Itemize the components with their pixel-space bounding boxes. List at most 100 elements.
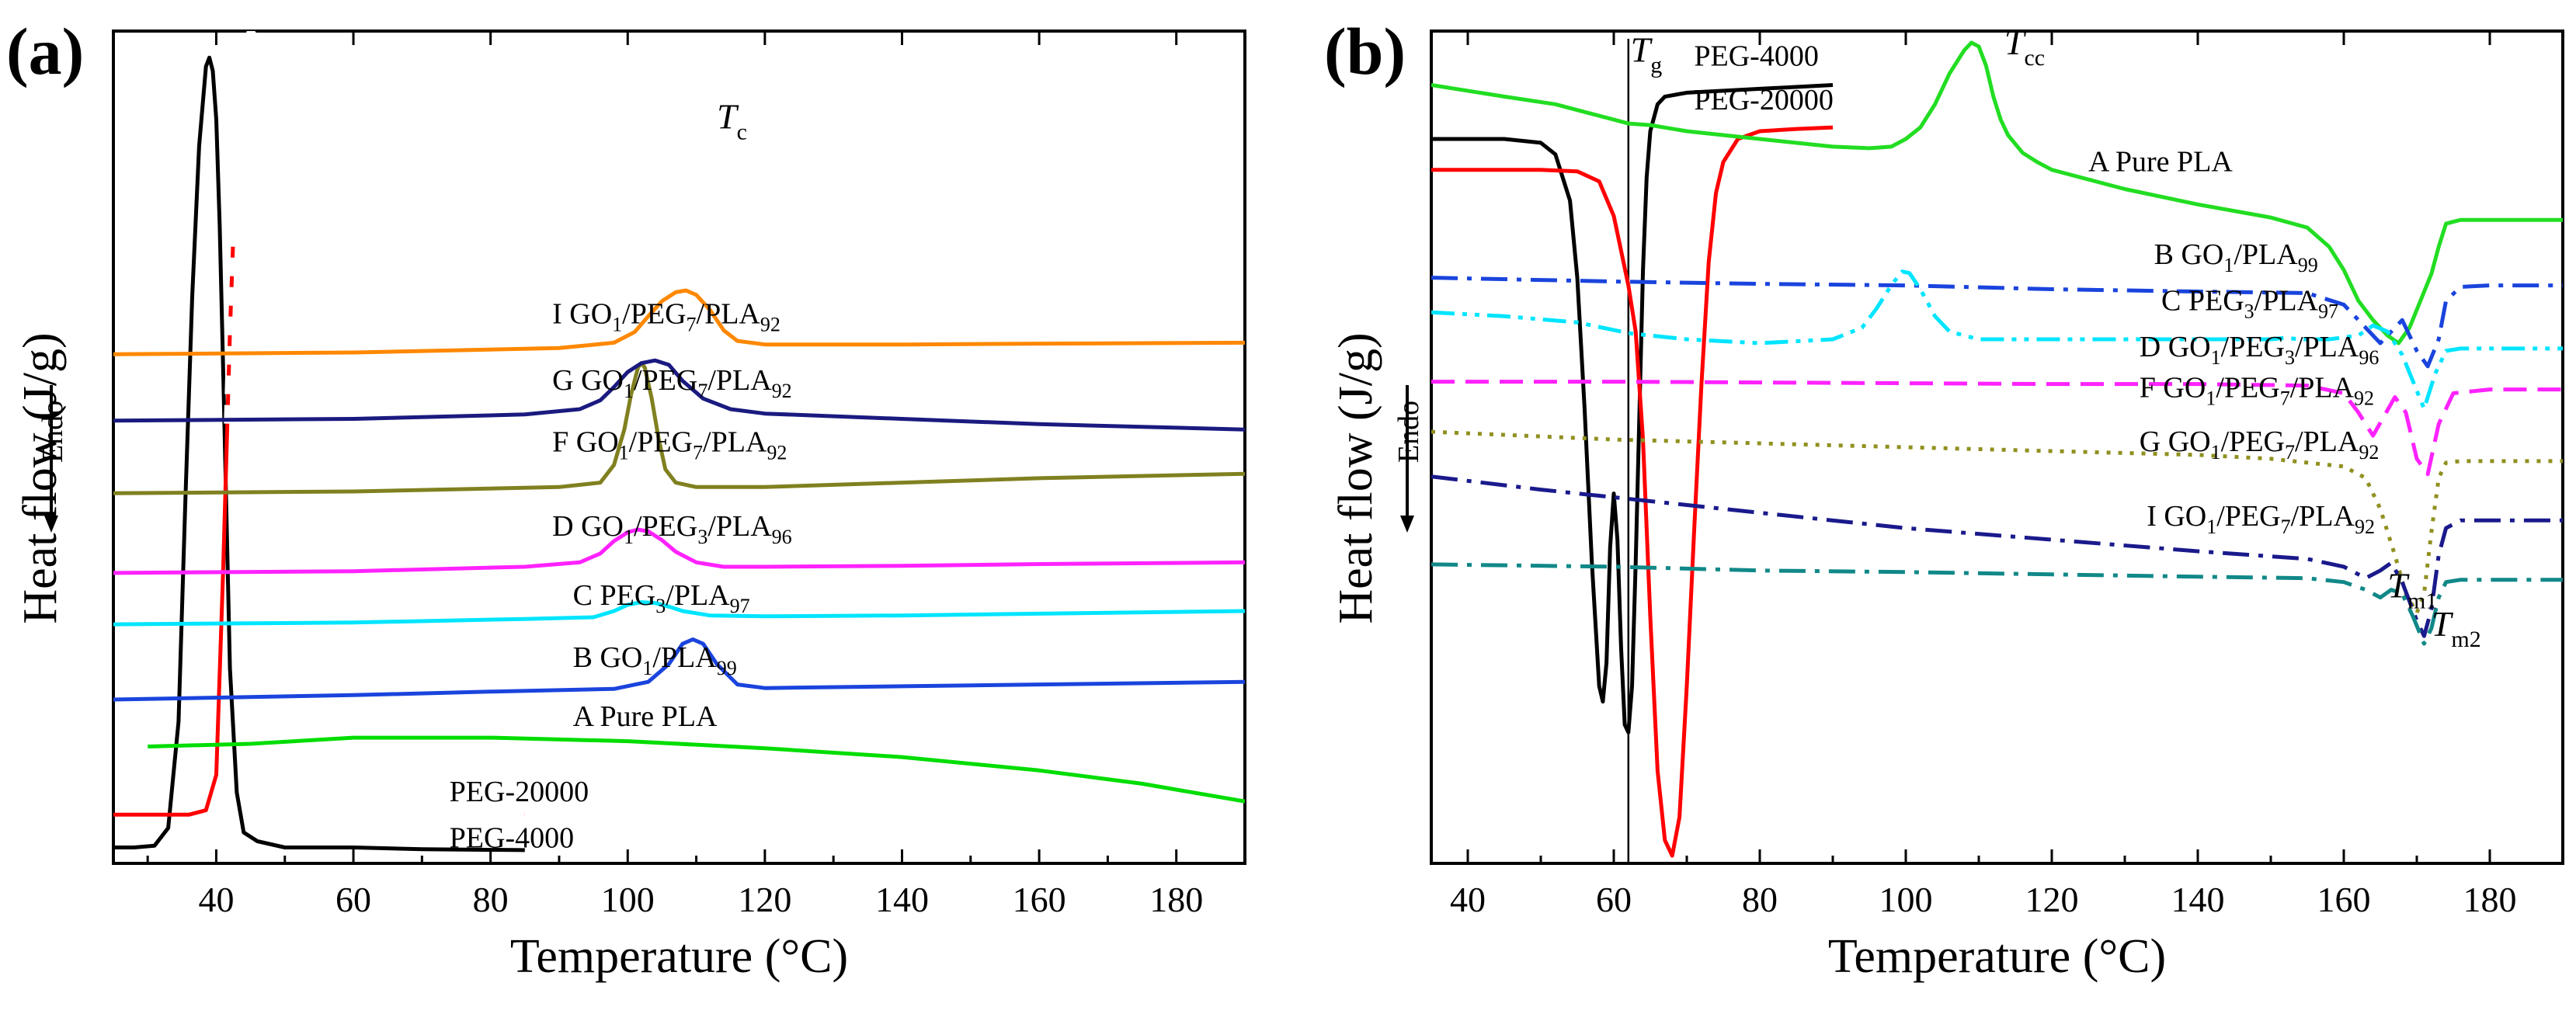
- series-label-g-go1-peg7-pla92-label-tail: /PLA: [707, 364, 772, 397]
- series-label-peg-4000-label: PEG-4000: [1694, 40, 1818, 73]
- series-label-g-go1-peg7-pla92-label-mid: /PEG: [634, 364, 697, 397]
- series-label-f-go1-peg7-pla92-label-sub2: 7: [2280, 387, 2290, 409]
- series-label-i-go1-peg7-pla92-label: I GO: [2147, 500, 2206, 533]
- series-label-d-go1-peg3-pla96-label-tail: /PLA: [707, 510, 772, 543]
- annotation-t-g-symbol: T: [1631, 30, 1653, 70]
- plot-frame: [1430, 30, 2564, 865]
- series-line-f-go1-peg7-pla92: [113, 361, 1245, 495]
- series-label-i-go1-peg7-pla92-label-tail: /PLA: [697, 297, 761, 330]
- series-label-d-go1-peg3-pla96-label-mid: /PEG: [634, 510, 697, 543]
- series-label-i-go1-peg7-pla92-label: I GO: [552, 297, 612, 330]
- series-label-g-go1-peg7-pla92: G GO1/PEG7/PLA92: [2140, 425, 2380, 464]
- series-label-f-go1-peg7-pla92-label-tail: /PLA: [703, 426, 767, 459]
- series-label-g-go1-peg7-pla92-label-mid: /PEG: [2221, 425, 2285, 458]
- series-label-peg-4000-label: PEG-4000: [450, 821, 574, 854]
- series-label-d-go1-peg3-pla96-label-sub1: 1: [624, 526, 634, 548]
- panel-a: 40 60 80 100 120 140 160 180 (a) Temperature (°C)…: [6, 14, 1246, 983]
- series-label-g-go1-peg7-pla92-label-sub3: 92: [772, 380, 792, 402]
- x-tick-label: 120: [2025, 880, 2079, 919]
- series-label-c-peg3-pla97-label-sub1: 3: [2244, 300, 2254, 322]
- annotation-t-cc: Tcc: [2004, 23, 2045, 71]
- curves-group: [113, 31, 1245, 853]
- series-label-g-go1-peg7-pla92-label-sub3: 92: [2359, 441, 2379, 464]
- series-line-c-peg3-pla97: [1431, 269, 2563, 411]
- series-label-d-go1-peg3-pla96-label: D GO: [552, 510, 624, 543]
- series-label-b-go1-pla99-label-sub2: 99: [717, 657, 737, 679]
- series-label-f-go1-peg7-pla92-label-mid: /PEG: [2216, 371, 2279, 404]
- x-tick-label: 100: [601, 880, 655, 919]
- series-line-c-peg3-pla97: [113, 600, 1245, 627]
- series-label-f-go1-peg7-pla92-label-tail: /PLA: [2290, 371, 2355, 404]
- endo-arrow-head: [44, 516, 58, 533]
- series-line-g-go1-peg7-pla92: [113, 358, 1245, 432]
- series-label-f-go1-peg7-pla92-label: F GO: [552, 426, 619, 459]
- series-line-peg-20000: [1431, 125, 1834, 858]
- series-label-d-go1-peg3-pla96-label-sub3: 96: [772, 526, 792, 548]
- x-tick-label: 80: [1742, 880, 1778, 919]
- y-axis-title: Heat flow (J/g): [14, 332, 67, 623]
- x-tick-label: 140: [875, 880, 929, 919]
- annotation-t-c: Tc: [717, 96, 747, 144]
- annotation-t-c-symbol: T: [717, 96, 739, 136]
- series-label-peg-20000: PEG-20000: [1694, 84, 1833, 116]
- series-label-c-peg3-pla97: C PEG3/PLA97: [573, 579, 750, 617]
- series-label-g-go1-peg7-pla92-label-sub1: 1: [624, 380, 634, 402]
- series-label-d-go1-peg3-pla96: D GO1/PEG3/PLA96: [2140, 331, 2380, 369]
- series-label-f-go1-peg7-pla92: F GO1/PEG7/PLA92: [552, 426, 787, 464]
- annotation-t-g-subscript: g: [1650, 53, 1662, 78]
- series-line-i-go1-peg7-pla92: [113, 288, 1245, 356]
- series-line-peg-4000: [113, 55, 525, 853]
- series-label-c-peg3-pla97-label-sub1: 3: [655, 595, 666, 617]
- series-label-c-peg3-pla97-label-mid: /PLA: [666, 579, 730, 612]
- x-tick-label: 40: [198, 880, 234, 919]
- x-tick-label: 100: [1879, 880, 1933, 919]
- series-label-peg-20000: PEG-20000: [450, 776, 589, 808]
- series-label-g-go1-peg7-pla92-label: G GO: [2140, 425, 2211, 458]
- series-label-b-go1-pla99-label-mid: /PLA: [2234, 238, 2298, 271]
- series-line-b-go1-pla99: [1431, 276, 2563, 369]
- series-label-b-go1-pla99-label: B GO: [2154, 238, 2224, 271]
- series-label-d-go1-peg3-pla96-label-tail: /PLA: [2295, 331, 2359, 363]
- series-label-i-go1-peg7-pla92-label-sub1: 1: [2206, 516, 2216, 538]
- series-label-d-go1-peg3-pla96-label-mid: /PEG: [2221, 331, 2285, 363]
- series-label-g-go1-peg7-pla92: G GO1/PEG7/PLA92: [552, 364, 792, 402]
- series-label-i-go1-peg7-pla92: I GO1/PEG7/PLA92: [2147, 500, 2375, 538]
- series-dash-overlay-peg-20000: [113, 31, 525, 818]
- y-axis-title: Heat flow (J/g): [1330, 332, 1382, 623]
- series-label-f-go1-peg7-pla92-label-mid: /PEG: [629, 426, 693, 459]
- series-label-c-peg3-pla97-label: C PEG: [2161, 284, 2244, 317]
- series-line-d-go1-peg3-pla96: [113, 527, 1245, 575]
- series-label-i-go1-peg7-pla92-label-sub3: 92: [760, 313, 780, 335]
- annotation-t-g: Tg: [1631, 30, 1663, 78]
- series-label-g-go1-peg7-pla92-label-sub2: 7: [2285, 441, 2295, 464]
- panel-label: (a): [6, 14, 84, 89]
- series-label-g-go1-peg7-pla92-label-tail: /PLA: [2295, 425, 2359, 458]
- series-label-a-pure-pla-label: A Pure PLA: [2088, 146, 2233, 179]
- annotation-t-m1: Tm1: [2387, 566, 2437, 614]
- series-label-f-go1-peg7-pla92-label-sub3: 92: [767, 442, 787, 464]
- series-label-d-go1-peg3-pla96-label-sub2: 3: [697, 526, 707, 548]
- series-label-peg-4000: PEG-4000: [1694, 40, 1818, 73]
- series-label-i-go1-peg7-pla92: I GO1/PEG7/PLA92: [552, 297, 780, 335]
- x-tick-label: 160: [1013, 880, 1066, 919]
- series-label-c-peg3-pla97-label: C PEG: [573, 579, 656, 612]
- x-tick-label: 180: [1149, 880, 1203, 919]
- series-label-f-go1-peg7-pla92-label-sub1: 1: [619, 442, 629, 464]
- plot-frame: [112, 30, 1246, 865]
- series-line-a-pure-pla: [148, 735, 1245, 804]
- series-label-b-go1-pla99-label-sub1: 1: [2223, 254, 2234, 276]
- series-label-f-go1-peg7-pla92-label-sub1: 1: [2206, 387, 2216, 409]
- series-label-c-peg3-pla97-label-mid: /PLA: [2254, 284, 2319, 317]
- series-label-c-peg3-pla97-label-sub2: 97: [2318, 300, 2338, 322]
- series-label-a-pure-pla: A Pure PLA: [573, 700, 718, 733]
- series-label-a-pure-pla: A Pure PLA: [2088, 146, 2233, 179]
- curves-group: [1431, 40, 2563, 858]
- series-label-b-go1-pla99-label-sub2: 99: [2298, 254, 2318, 276]
- series-label-peg-20000-label: PEG-20000: [1694, 84, 1833, 116]
- annotation-t-m2-symbol: T: [2432, 604, 2454, 644]
- series-label-i-go1-peg7-pla92-label-sub1: 1: [612, 313, 622, 335]
- series-label-f-go1-peg7-pla92-label-sub3: 92: [2354, 387, 2374, 409]
- series-label-peg-4000: PEG-4000: [450, 821, 574, 854]
- series-line-b-go1-pla99: [113, 637, 1245, 702]
